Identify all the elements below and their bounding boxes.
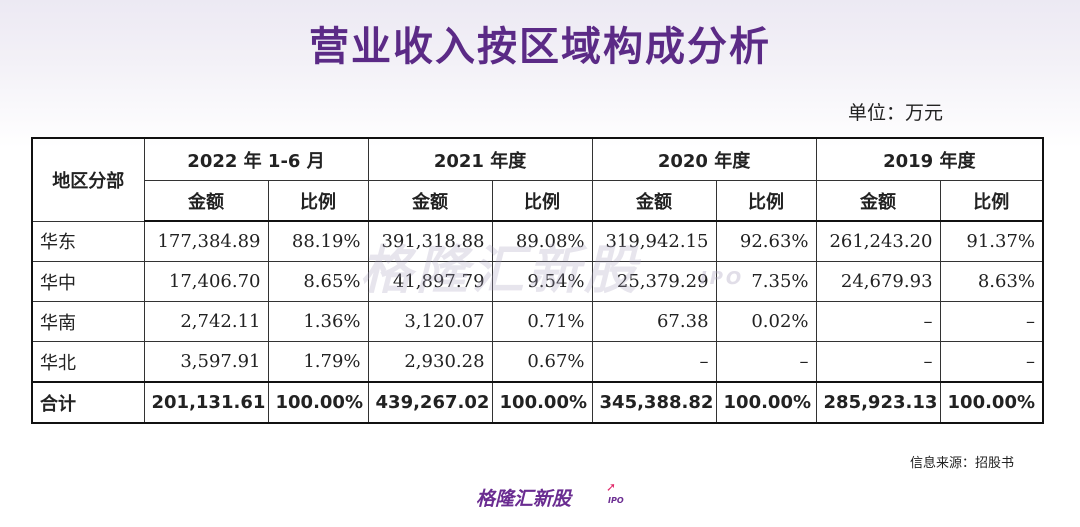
amount-cell: 391,318.88 (367, 220, 493, 262)
ratio-cell: 7.35% (715, 261, 817, 302)
logo-arrow-icon: ➚ (606, 480, 617, 494)
amount-cell: 439,267.02 (367, 381, 493, 424)
region-cell: 华北 (31, 341, 145, 383)
ratio-header: 比例 (715, 180, 817, 222)
header-row-subheaders: 金额 比例 金额 比例 金额 比例 金额 比例 (32, 180, 1044, 222)
amount-cell: 345,388.82 (591, 381, 717, 424)
amount-cell: 177,384.89 (143, 220, 269, 262)
table-row: 华南 2,742.11 1.36% 3,120.07 0.71% 67.38 0.02% – – (31, 301, 1044, 342)
ratio-cell: 100.00% (715, 381, 817, 424)
page-title: 营业收入按区域构成分析 (309, 24, 771, 70)
source-note: 信息来源：招股书 (910, 456, 1015, 471)
ratio-cell: – (715, 341, 817, 383)
amount-cell: – (815, 341, 941, 383)
ratio-cell: 100.00% (491, 381, 593, 424)
amount-cell: 201,131.61 (143, 381, 269, 424)
brand-logo-suffix: IPO (608, 496, 624, 505)
ratio-cell: 100.00% (267, 381, 369, 424)
region-column-header: 地区分部 (31, 137, 145, 222)
region-cell: 华中 (31, 261, 145, 302)
unit-label: 单位：万元 (848, 102, 944, 124)
table-row: 华东 177,384.89 88.19% 391,318.88 89.08% 319,94… (31, 220, 1044, 262)
ratio-cell: 8.65% (267, 261, 369, 302)
amount-cell: 3,597.91 (143, 341, 269, 383)
total-row: 合计 201,131.61 100.00% 439,267.02 100.00% 345,… (31, 381, 1044, 424)
ratio-header: 比例 (939, 180, 1044, 222)
period-header: 2022 年 1-6 月 (143, 137, 369, 181)
amount-cell: 41,897.79 (367, 261, 493, 302)
ratio-cell: 100.00% (939, 381, 1044, 424)
brand-logo: 格隆汇新股 (476, 488, 572, 510)
table-row: 华中 17,406.70 8.65% 41,897.79 9.54% 25,379.29 7… (31, 261, 1044, 302)
period-header: 2021 年度 (367, 137, 593, 181)
amount-cell: – (815, 301, 941, 342)
period-header: 2019 年度 (815, 137, 1044, 181)
amount-header: 金额 (367, 180, 493, 222)
region-cell: 华东 (31, 220, 145, 262)
ratio-header: 比例 (491, 180, 593, 222)
ratio-cell: 88.19% (267, 220, 369, 262)
amount-cell: 285,923.13 (815, 381, 941, 424)
ratio-cell: 8.63% (939, 261, 1044, 302)
amount-cell: – (591, 341, 717, 383)
region-cell: 华南 (31, 301, 145, 342)
table-body: 华东 177,384.89 88.19% 391,318.88 89.08% 319,94… (31, 220, 1044, 424)
region-revenue-table: 地区分部 2022 年 1-6 月 2021 年度 2020 年度 2019 年… (31, 137, 1045, 424)
watermark-suffix: IPO (700, 268, 745, 289)
ratio-cell: 0.71% (491, 301, 593, 342)
ratio-header: 比例 (267, 180, 369, 222)
ratio-cell: – (939, 301, 1044, 342)
amount-cell: 25,379.29 (591, 261, 717, 302)
header-row-periods: 地区分部 2022 年 1-6 月 2021 年度 2020 年度 2019 年… (31, 137, 1044, 222)
ratio-cell: 1.36% (267, 301, 369, 342)
amount-cell: 3,120.07 (367, 301, 493, 342)
amount-cell: 2,930.28 (367, 341, 493, 383)
ratio-cell: – (939, 341, 1044, 383)
amount-cell: 17,406.70 (143, 261, 269, 302)
amount-header: 金额 (815, 180, 941, 222)
amount-cell: 319,942.15 (591, 220, 717, 262)
ratio-cell: 91.37% (939, 220, 1044, 262)
amount-cell: 67.38 (591, 301, 717, 342)
ratio-cell: 0.02% (715, 301, 817, 342)
amount-cell: 261,243.20 (815, 220, 941, 262)
ratio-cell: 92.63% (715, 220, 817, 262)
amount-header: 金额 (143, 180, 269, 222)
table-row: 华北 3,597.91 1.79% 2,930.28 0.67% – – – – (31, 341, 1044, 383)
amount-cell: 2,742.11 (143, 301, 269, 342)
amount-header: 金额 (591, 180, 717, 222)
period-header: 2020 年度 (591, 137, 817, 181)
ratio-cell: 89.08% (491, 220, 593, 262)
region-cell: 合计 (31, 381, 145, 424)
ratio-cell: 9.54% (491, 261, 593, 302)
ratio-cell: 1.79% (267, 341, 369, 383)
amount-cell: 24,679.93 (815, 261, 941, 302)
ratio-cell: 0.67% (491, 341, 593, 383)
